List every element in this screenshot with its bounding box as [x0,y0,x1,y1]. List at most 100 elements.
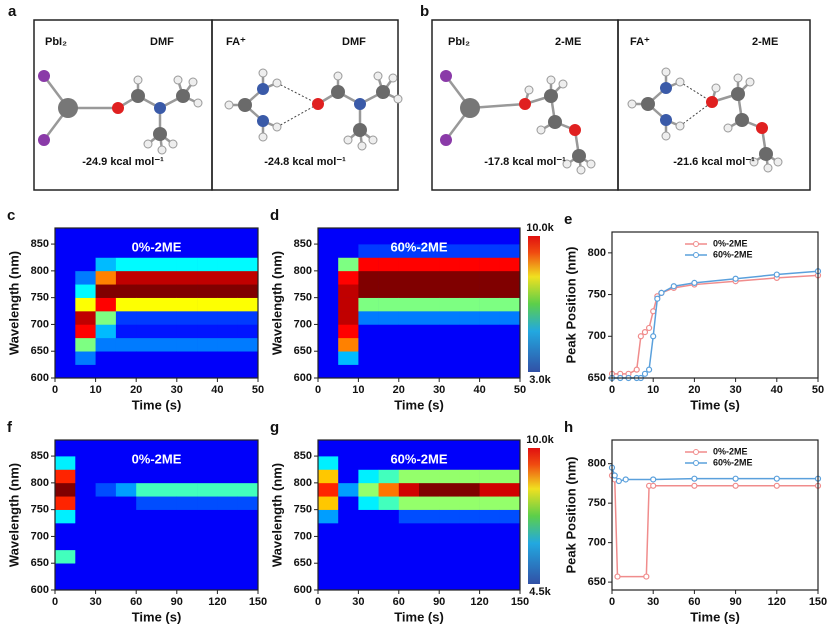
heatmap-cell [197,351,218,365]
heatmap-cell [197,549,218,564]
data-point [641,329,649,336]
heatmap-cell [358,523,379,537]
molecule-label: PbI₂ [448,36,470,48]
heatmap-cell [419,442,440,457]
heatmap-cell [55,244,76,258]
atom [675,77,685,87]
heatmap-cell [499,523,521,537]
y-tick-label: 650 [31,345,49,357]
heatmap-cell [136,230,157,245]
heatmap-cell [358,297,379,312]
x-tick-label: 40 [771,384,783,396]
heatmap-cell [459,337,480,352]
atom [272,122,282,132]
heatmap-cell [115,563,137,577]
heatmap-cell [479,230,501,245]
atom [176,89,190,103]
heatmap-cell [156,576,178,591]
heatmap-cell [398,549,420,564]
heatmap-cell [479,270,501,285]
heatmap-cell [136,482,157,497]
heatmap-cell [115,230,137,245]
heatmap-cell [318,337,339,352]
heatmap-cell [75,509,96,524]
heatmap-cell [176,244,198,258]
heatmap-cell [156,244,178,258]
heatmap-cell [115,523,137,537]
heatmap-cell [439,337,460,352]
x-tick-label: 20 [393,384,405,396]
x-axis-label: Time (s) [394,609,444,624]
plot-frame [611,231,819,379]
y-tick-label: 850 [31,238,49,250]
heatmap-cell [136,442,157,457]
atom [661,67,671,77]
heatmap-cell [459,270,480,285]
y-tick-label: 600 [294,584,312,596]
heatmap-cell [136,563,157,577]
heatmap-cell [237,270,259,285]
heatmap-cell [378,576,400,591]
heatmap-cell [318,324,339,339]
data-point [658,289,665,297]
x-tick-label: 30 [171,384,183,396]
heatmap-cell [115,549,137,564]
heatmap-cell [338,257,359,272]
y-tick-label: 650 [31,557,49,569]
heatmap-cell [419,297,440,312]
heatmap-cell [95,469,117,484]
data-point [650,333,657,340]
heatmap-cell [176,297,198,312]
y-axis-label: Wavelength (nm) [269,251,284,355]
annotation: 60%-2ME [390,451,447,466]
heatmap-cell [479,469,501,484]
atom [173,75,183,85]
heatmap-cell [55,509,76,524]
atom [460,98,480,118]
heatmap-cell [459,563,480,577]
heatmap-cell [338,523,359,537]
panel-label: e [564,211,572,228]
heatmap-cell [398,337,420,352]
heatmap-cell [237,482,259,497]
heatmap-cell [439,523,460,537]
x-tick-label: 40 [473,384,485,396]
atom [58,98,78,118]
heatmap-cell [176,482,198,497]
heatmap-cell [318,311,339,325]
heatmap-cell [459,496,480,510]
heatmap-cell [136,364,157,379]
solvent-label: 2-ME [555,36,581,48]
atom [238,98,252,112]
heatmap-cell [237,284,259,298]
y-tick-label: 700 [31,530,49,542]
heatmap-cell [115,509,137,524]
heatmap-cell [176,284,198,298]
y-tick-label: 750 [588,288,606,300]
heatmap-cell [338,324,359,339]
heatmap-cell [176,324,198,339]
y-tick-label: 750 [588,497,606,509]
heatmap-cell [136,244,157,258]
x-tick-label: 150 [809,596,827,608]
heatmap-cell [398,364,420,379]
heatmap-cell [217,469,238,484]
heatmap-cell [237,509,259,524]
atom [660,114,672,126]
heatmap-cell [197,509,218,524]
heatmap-cell [378,549,400,564]
atom [660,82,672,94]
y-tick-label: 600 [294,372,312,384]
heatmap-cell [197,576,218,591]
heatmap-cell [217,364,238,379]
heatmap-cell [378,482,400,497]
colorbar [528,448,540,584]
heatmap-cell [439,311,460,325]
heatmap-cell [217,496,238,510]
atom [641,97,655,111]
heatmap-cell [176,230,198,245]
heatmap-cell [439,469,460,484]
heatmap-cell [115,456,137,470]
heatmap-cell [499,351,521,365]
heatmap-cell [136,297,157,312]
